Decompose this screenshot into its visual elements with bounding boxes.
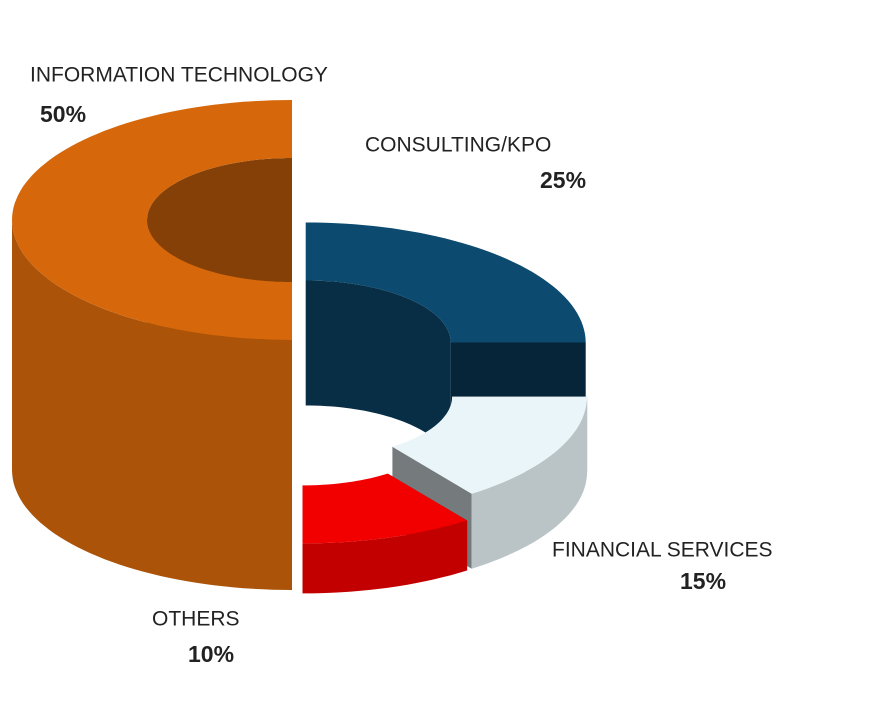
- value-label: 50%: [40, 101, 86, 127]
- outer-wall: [12, 220, 292, 590]
- value-label: 10%: [188, 641, 234, 667]
- value-label: 25%: [540, 167, 586, 193]
- category-label: FINANCIAL SERVICES: [552, 539, 773, 562]
- category-label: INFORMATION TECHNOLOGY: [30, 64, 328, 87]
- inner-wall: [305, 280, 451, 468]
- top-face: [302, 473, 468, 544]
- category-label: CONSULTING/KPO: [365, 134, 551, 157]
- outer-wall: [471, 396, 588, 569]
- top-face: [392, 396, 588, 494]
- category-label: OTHERS: [152, 608, 240, 631]
- top-face: [305, 222, 586, 343]
- value-label: 15%: [680, 568, 726, 594]
- top-face: [12, 100, 292, 340]
- outer-wall: [302, 520, 468, 594]
